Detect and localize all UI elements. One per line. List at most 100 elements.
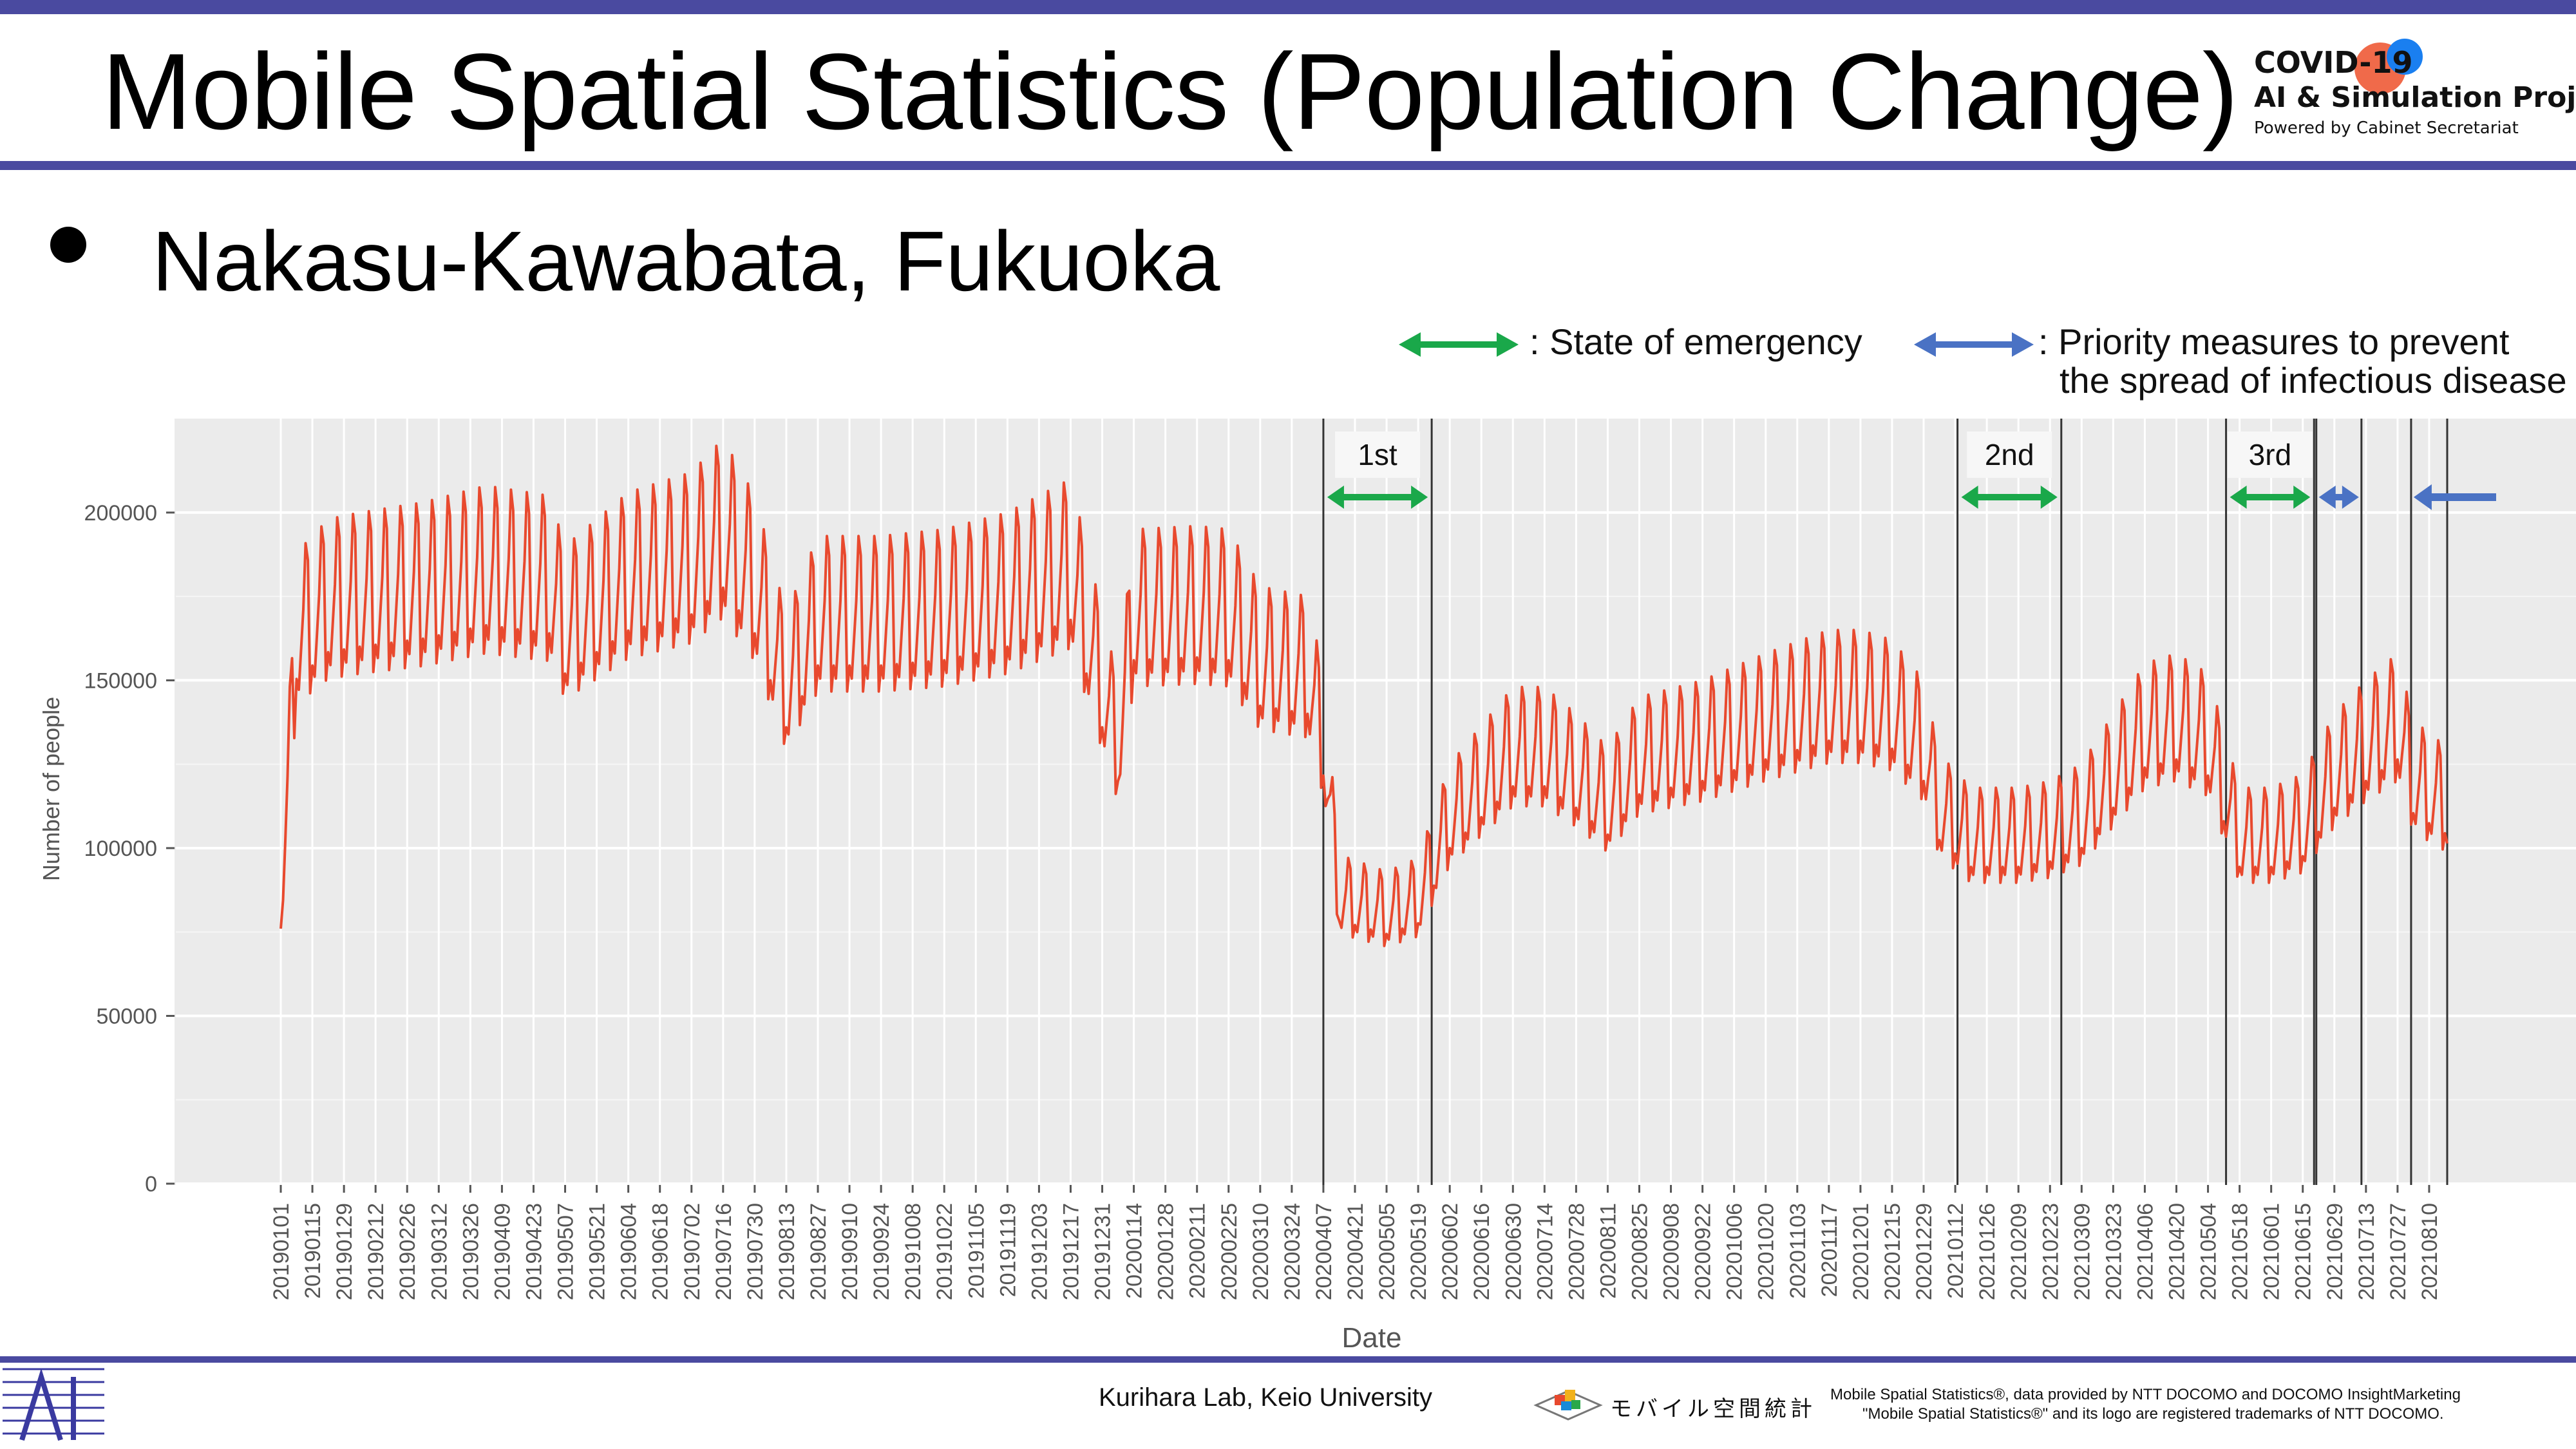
x-tick-label: 20190827 — [806, 1203, 831, 1300]
y-tick-label: 100000 — [84, 837, 157, 861]
x-tick-label: 20210615 — [2291, 1203, 2316, 1300]
brand-line1: COVID-19 — [2254, 45, 2413, 80]
y-tick-label: 150000 — [84, 668, 157, 693]
plot-background — [175, 419, 2576, 1185]
x-tick-label: 20200811 — [1596, 1203, 1620, 1299]
legend-priority-label-1: : Priority measures to prevent — [2038, 321, 2510, 362]
period-label-box — [1335, 431, 1421, 478]
legend-emergency-arrow — [1399, 332, 1519, 357]
x-tick-label: 20190716 — [712, 1203, 736, 1300]
x-tick-label: 20210713 — [2354, 1203, 2379, 1300]
x-tick-label: 20191231 — [1091, 1203, 1115, 1300]
x-tick-label: 20190326 — [459, 1203, 483, 1300]
x-tick-label: 20191105 — [964, 1203, 989, 1299]
x-tick-label: 20210126 — [1975, 1203, 2000, 1300]
footer-line — [0, 1356, 2576, 1363]
lab-logo — [3, 1368, 104, 1441]
footer-lab-name: Kurihara Lab, Keio University — [1099, 1383, 1433, 1412]
x-tick-label: 20190212 — [364, 1203, 388, 1300]
x-tick-label: 20200908 — [1660, 1203, 1684, 1300]
period-label-box — [1967, 431, 2052, 478]
x-tick-label: 20200714 — [1533, 1203, 1557, 1300]
x-tick-label: 20190924 — [869, 1203, 894, 1300]
y-axis-title: Number of people — [38, 697, 64, 881]
x-tick-label: 20190618 — [649, 1203, 673, 1300]
x-tick-label: 20190507 — [554, 1203, 578, 1300]
priority-arrow-1 — [2318, 486, 2359, 509]
x-tick-label: 20210112 — [1944, 1203, 1968, 1299]
x-tick-label: 20200616 — [1470, 1203, 1494, 1300]
x-tick-label: 20210223 — [2038, 1203, 2063, 1300]
slide-title: Mobile Spatial Statistics (Population Ch… — [102, 31, 2239, 152]
x-tick-label: 20200310 — [1249, 1203, 1273, 1300]
x-tick-label: 20200211 — [1186, 1203, 1210, 1299]
x-tick-label: 20201006 — [1723, 1203, 1747, 1300]
title-underline — [0, 161, 2576, 170]
x-tick-label: 20210629 — [2323, 1203, 2347, 1300]
x-tick-label: 20190129 — [332, 1203, 357, 1300]
brand-line2: AI & Simulation Project — [2254, 81, 2576, 114]
y-tick-label: 200000 — [84, 501, 157, 526]
footer-credit-1: Mobile Spatial Statistics®, data provide… — [1830, 1386, 2461, 1403]
bullet-dot — [50, 227, 86, 263]
period-label-2nd: 2nd — [1985, 438, 2034, 471]
docomo-logo-text: モバイル空間統計 — [1610, 1396, 1816, 1422]
grid-layer — [175, 419, 2576, 1185]
x-tick-label: 20190604 — [617, 1203, 641, 1300]
x-tick-label: 20200922 — [1691, 1203, 1716, 1300]
population-line-chart: 1st 2nd 3rd 0 50000 100000 150000 200000 201901… — [38, 419, 2576, 1354]
x-tick-label: 20190521 — [585, 1203, 610, 1300]
y-tick-label: 50000 — [96, 1004, 157, 1028]
x-tick-label: 20200728 — [1564, 1203, 1589, 1300]
location-bullet: Nakasu-Kawabata, Fukuoka — [152, 214, 1220, 308]
x-tick-label: 20190101 — [269, 1203, 294, 1300]
x-tick-label: 20210727 — [2386, 1203, 2410, 1300]
x-tick-label: 20191008 — [901, 1203, 925, 1300]
brand-dot-blue — [2387, 39, 2423, 75]
x-tick-label: 20210810 — [2418, 1203, 2442, 1300]
emergency-arrow-1st — [1327, 486, 1428, 509]
x-tick-label: 20200324 — [1280, 1203, 1305, 1300]
legend-priority-arrow — [1914, 332, 2034, 357]
emergency-arrow-2nd — [1961, 486, 2058, 509]
x-tick-label: 20201229 — [1912, 1203, 1937, 1300]
x-tick-label: 20200630 — [1501, 1203, 1526, 1300]
x-tick-label: 20200114 — [1122, 1203, 1147, 1299]
population-series-line — [279, 444, 2448, 947]
x-tick-label: 20191217 — [1059, 1203, 1083, 1300]
x-tick-label: 20201020 — [1754, 1203, 1779, 1300]
x-tick-label: 20190226 — [395, 1203, 420, 1300]
x-tick-label: 20201215 — [1880, 1203, 1905, 1300]
series-layer — [279, 444, 2448, 947]
x-tick-label: 20201201 — [1849, 1203, 1873, 1300]
x-tick-label: 20190910 — [838, 1203, 862, 1300]
legend-priority-label-2: the spread of infectious disease — [2060, 360, 2567, 401]
x-tick-label: 20190423 — [522, 1203, 546, 1300]
brand-line3: Powered by Cabinet Secretariat — [2254, 118, 2519, 138]
period-label-1st: 1st — [1358, 438, 1397, 471]
legend-emergency-label: : State of emergency — [1530, 321, 1862, 362]
x-axis-title: Date — [1342, 1322, 1402, 1354]
x-tick-label: 20210209 — [2007, 1203, 2031, 1300]
x-tick-label: 20210406 — [2133, 1203, 2157, 1300]
x-tick-label: 20190115 — [301, 1203, 325, 1299]
x-tick-label: 20190702 — [680, 1203, 705, 1300]
x-tick-label: 20201117 — [1817, 1203, 1842, 1297]
axis-layer: 0 50000 100000 150000 200000 20190101 20190115… — [84, 419, 2442, 1300]
docomo-logo-mark — [1533, 1390, 1603, 1421]
x-tick-label: 20210323 — [2101, 1203, 2126, 1300]
emergency-arrow-3rd — [2230, 486, 2311, 509]
x-tick-label: 20200505 — [1375, 1203, 1399, 1300]
x-tick-label: 20190730 — [743, 1203, 768, 1300]
x-tick-label: 20190409 — [490, 1203, 515, 1300]
x-tick-label: 20210518 — [2228, 1203, 2253, 1300]
brand-logo: COVID-19 AI & Simulation Project Powered… — [2248, 39, 2576, 161]
footer-credit-2: "Mobile Spatial Statistics®" and its log… — [1862, 1405, 2444, 1423]
x-tick-label: 20200407 — [1312, 1203, 1336, 1300]
x-tick-label: 20201103 — [1786, 1203, 1810, 1299]
x-tick-label: 20200519 — [1406, 1203, 1431, 1300]
x-tick-label: 20210601 — [2260, 1203, 2284, 1300]
x-tick-label: 20200602 — [1438, 1203, 1463, 1300]
top-accent-bar — [0, 0, 2576, 14]
x-tick-label: 20200128 — [1154, 1203, 1179, 1300]
